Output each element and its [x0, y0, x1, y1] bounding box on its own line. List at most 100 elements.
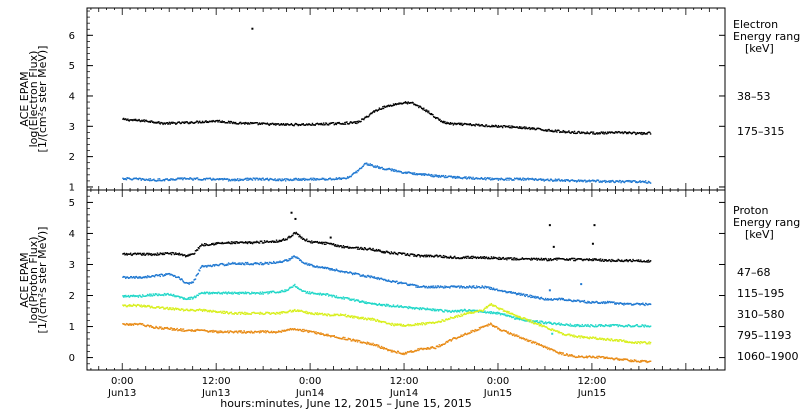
- data-point: [615, 260, 617, 263]
- data-point: [633, 260, 636, 262]
- data-point: [269, 122, 271, 125]
- data-point: [475, 310, 478, 313]
- data-point: [198, 308, 200, 311]
- data-point: [623, 181, 626, 184]
- data-point: [423, 109, 426, 111]
- data-point: [503, 290, 505, 293]
- data-point: [515, 317, 517, 319]
- data-point: [200, 178, 202, 181]
- data-point: [326, 266, 328, 269]
- data-point: [337, 121, 339, 124]
- data-point: [413, 173, 415, 176]
- data-point: [557, 323, 560, 325]
- data-point: [206, 310, 209, 313]
- data-point: [406, 171, 408, 174]
- data-point: [189, 281, 191, 284]
- data-point: [599, 302, 602, 304]
- data-point: [540, 297, 542, 299]
- data-point: [329, 243, 331, 245]
- data-point: [202, 178, 204, 181]
- data-point: [372, 247, 374, 250]
- data-point: [434, 286, 436, 289]
- data-point: [157, 306, 159, 308]
- data-point: [392, 252, 394, 255]
- data-point: [287, 178, 289, 181]
- data-point: [624, 180, 626, 183]
- data-point: [206, 291, 209, 294]
- data-point: [148, 121, 150, 123]
- data-point: [154, 327, 157, 329]
- data-point: [605, 180, 607, 182]
- data-point: [217, 241, 219, 244]
- data-point: [122, 178, 125, 181]
- data-point: [515, 292, 517, 295]
- data-point: [435, 175, 437, 177]
- data-point: [447, 122, 450, 124]
- data-point: [343, 271, 345, 273]
- data-point: [494, 177, 496, 180]
- data-point: [575, 336, 578, 338]
- data-point: [233, 178, 235, 180]
- data-point: [456, 285, 458, 288]
- data-point: [513, 257, 516, 259]
- data-point: [218, 119, 221, 122]
- data-point: [609, 339, 611, 341]
- data-point: [207, 310, 209, 313]
- data-point: [422, 108, 424, 111]
- data-point: [465, 123, 467, 125]
- data-point: [442, 120, 445, 123]
- data-point: [609, 260, 612, 262]
- data-point: [343, 298, 345, 300]
- data-point: [147, 121, 149, 123]
- data-point: [369, 247, 371, 250]
- data-point: [431, 309, 433, 312]
- data-point: [542, 298, 545, 300]
- data-point: [199, 179, 202, 181]
- data-point: [349, 121, 352, 123]
- data-point: [185, 121, 188, 123]
- data-point: [339, 297, 341, 299]
- data-point: [370, 248, 372, 251]
- data-point: [438, 286, 440, 289]
- data-point: [430, 113, 432, 116]
- data-point: [178, 252, 180, 255]
- data-point: [191, 253, 194, 255]
- data-point: [458, 122, 460, 124]
- data-point: [386, 168, 388, 170]
- data-point: [258, 122, 261, 124]
- data-point: [553, 130, 555, 132]
- data-point: [363, 163, 366, 165]
- data-point: [184, 121, 187, 124]
- data-point: [311, 242, 314, 244]
- data-point: [402, 282, 405, 285]
- data-point: [332, 294, 335, 297]
- data-point: [561, 297, 563, 300]
- data-point: [228, 178, 231, 181]
- data-point: [434, 174, 436, 176]
- data-point: [302, 237, 304, 240]
- data-point: [194, 121, 197, 124]
- data-point: [231, 262, 233, 265]
- data-point: [341, 298, 343, 300]
- data-point: [303, 239, 306, 241]
- data-point: [463, 257, 466, 259]
- data-point: [382, 304, 385, 306]
- data-point: [393, 251, 395, 254]
- data-point: [486, 286, 488, 288]
- data-point: [649, 260, 651, 263]
- data-point: [239, 241, 242, 243]
- data-point: [144, 306, 146, 308]
- data-point: [626, 302, 629, 305]
- data-point: [189, 122, 192, 124]
- data-point: [628, 324, 630, 326]
- data-point: [501, 289, 503, 292]
- data-point: [334, 296, 337, 299]
- data-point: [162, 179, 164, 181]
- data-point: [400, 305, 402, 307]
- data-point: [444, 309, 446, 311]
- data-point: [554, 130, 556, 133]
- data-point: [349, 122, 351, 124]
- data-point: [217, 178, 219, 180]
- data-point: [129, 323, 132, 325]
- data-point: [267, 293, 269, 295]
